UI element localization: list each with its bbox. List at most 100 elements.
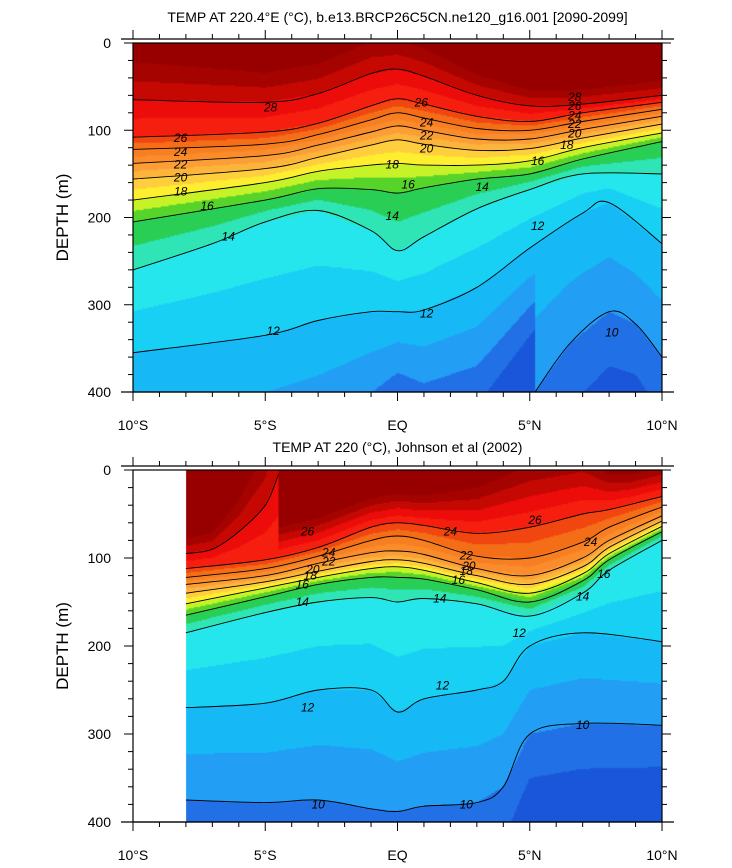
contour-label: 12 <box>531 219 545 233</box>
y-tick-label: 400 <box>88 814 112 830</box>
contour-label: 16 <box>296 577 310 591</box>
chart-panel-1: 28 26 282624222018262424222220201818161616… <box>53 9 678 433</box>
x-tick-label: 10°N <box>646 417 677 433</box>
chart-title: TEMP AT 220 (°C), Johnson et al (2002) <box>273 439 523 455</box>
contour-label: 20 <box>305 562 320 576</box>
isotherm-18 <box>185 525 663 605</box>
contour-label: 10 <box>311 797 325 811</box>
isotherm-28 <box>185 474 279 555</box>
contour-label: 22 <box>321 555 336 569</box>
y-tick-label: 0 <box>103 462 111 478</box>
contour-label: 14 <box>222 230 236 244</box>
contour-label: 26 <box>173 131 188 145</box>
contour-label: 24 <box>321 546 336 560</box>
isotherms <box>132 68 663 393</box>
contour-label: 12 <box>267 324 281 338</box>
contour-label: 14 <box>475 180 489 194</box>
isotherm-12 <box>185 632 663 713</box>
contour-label: 18 <box>304 569 318 583</box>
isotherms <box>185 474 663 812</box>
y-tick-label: 200 <box>88 638 112 654</box>
isotherm-14 <box>132 172 663 271</box>
contour-label: 10 <box>605 326 619 340</box>
x-tick-label: 5°S <box>254 847 277 863</box>
contour-label: 14 <box>296 595 310 609</box>
isotherm-24 <box>185 506 663 578</box>
contour-label: 20 <box>567 127 582 141</box>
contour-label: 16 <box>531 154 545 168</box>
isotherm-14 <box>185 540 663 634</box>
y-tick-label: 200 <box>88 210 112 226</box>
contour-label: 26 <box>527 513 542 527</box>
contour-label: 22 <box>419 128 434 142</box>
contour-label: 10 <box>576 718 590 732</box>
contour-label: 22 <box>567 117 582 131</box>
x-tick-label: 10°N <box>646 847 677 863</box>
isotherm-16 <box>185 531 663 616</box>
x-tick-label: 5°S <box>254 417 277 433</box>
x-tick-label: 10°S <box>118 417 149 433</box>
contour-label: 16 <box>597 567 611 581</box>
contour-label: 14 <box>576 590 590 604</box>
x-tick-label: 10°S <box>118 847 149 863</box>
contour-label: 16 <box>200 199 214 213</box>
contour-label: 24 <box>443 525 458 539</box>
contour-label: 24 <box>583 535 598 549</box>
isotherm-18 <box>132 132 663 201</box>
isotherm-26 <box>185 495 663 570</box>
contour-label: 26 <box>414 95 429 109</box>
contour-label: 18 <box>386 157 400 171</box>
contour-label: 12 <box>420 306 434 320</box>
y-tick-label: 100 <box>88 122 112 138</box>
contour-label: 14 <box>433 591 447 605</box>
x-axis: 10°S 5°S EQ 5°N 10°N <box>118 457 678 863</box>
y-axis: 0 100 200 300 400 <box>88 35 671 400</box>
contour-label: 18 <box>174 184 188 198</box>
contour-label: 10 <box>460 797 474 811</box>
y-axis: 0 100 200 300 400 <box>88 462 671 830</box>
contour-label: 12 <box>436 679 450 693</box>
isotherm-26 <box>132 98 663 138</box>
y-tick-label: 300 <box>88 297 112 313</box>
contour-label: 24 <box>567 108 582 122</box>
isotherm-22 <box>132 115 663 164</box>
chart-title: TEMP AT 220.4°E (°C), b.e13.BRCP26C5CN.n… <box>167 9 627 25</box>
isotherm-28 <box>132 68 663 107</box>
contour-label: 22 <box>459 548 474 562</box>
isotherm-22 <box>185 515 663 585</box>
y-tick-label: 100 <box>88 550 112 566</box>
x-tick-label: EQ <box>387 847 407 863</box>
isotherm-10 <box>185 722 663 812</box>
isotherm-16 <box>132 141 663 223</box>
no-data-region <box>133 470 186 822</box>
y-tick-label: 0 <box>103 35 111 51</box>
y-tick-label: 400 <box>88 384 112 400</box>
isotherm-24 <box>132 108 663 150</box>
contour-label: 14 <box>386 209 400 223</box>
y-axis-label: DEPTH (m) <box>53 602 72 690</box>
y-axis-label: DEPTH (m) <box>53 174 72 262</box>
isotherm-12 <box>132 200 663 354</box>
y-tick-label: 300 <box>88 726 112 742</box>
contour-labels: 28 26 282624222018262424222220201818161616… <box>173 90 619 340</box>
contour-label: 16 <box>401 177 415 191</box>
contour-label: 24 <box>173 145 188 159</box>
contour-label: 26 <box>567 99 582 113</box>
isotherm-20 <box>185 520 663 594</box>
contour-label: 12 <box>301 701 315 715</box>
contour-label: 12 <box>512 626 526 640</box>
x-tick-label: 5°N <box>518 847 542 863</box>
contour-label: 22 <box>173 157 188 171</box>
x-tick-label: 5°N <box>518 417 542 433</box>
x-axis: 10°S 5°S EQ 5°N 10°N <box>118 30 678 433</box>
isotherm-20 <box>132 123 663 180</box>
contour-label: 16 <box>452 573 466 587</box>
contour-label: 26 <box>300 525 315 539</box>
contour-label: 18 <box>560 138 574 152</box>
temperature-field <box>133 470 662 822</box>
contour-label: 18 <box>460 564 474 578</box>
contour-label: 20 <box>419 142 434 156</box>
